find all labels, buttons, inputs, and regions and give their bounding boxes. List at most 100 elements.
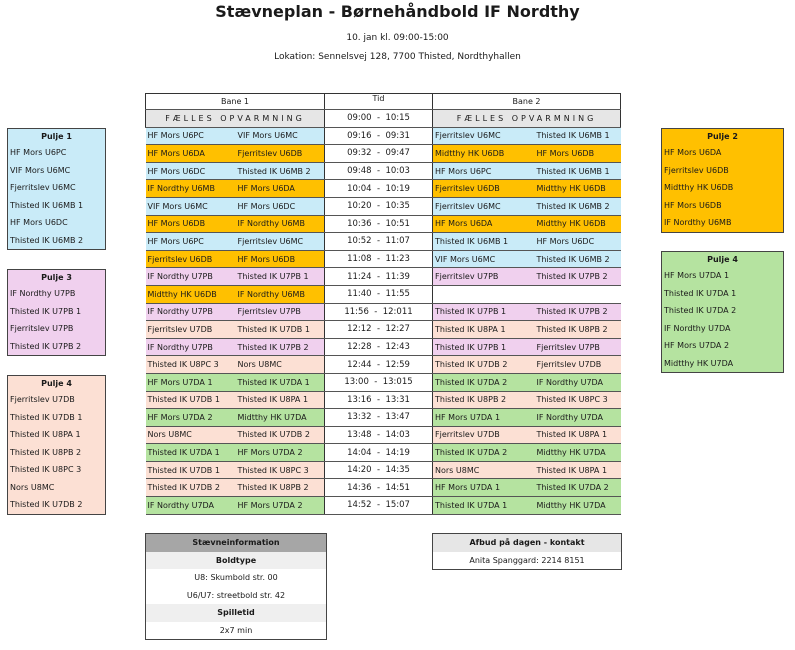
match-time: 14:36 - 14:51 xyxy=(324,478,433,498)
match-row: IF Nordthy U7DA HF Mors U7DA 2 14:52 - 15:… xyxy=(145,496,621,515)
match-row: IF Nordthy U7PB Thisted IK U7PB 1 11:24 - … xyxy=(145,267,621,286)
match-time: 13:32 - 13:47 xyxy=(324,408,433,427)
pool-team: Fjerritslev U6MC xyxy=(10,183,76,192)
pool-title: Pulje 1 xyxy=(41,132,72,141)
end-time: 10:03 xyxy=(385,166,410,177)
bane1-home-team: VIF Mors U6MC xyxy=(145,197,236,216)
match-row: HF Mors U7DA 2 Midtthy HK U7DA 13:32 - 13:… xyxy=(145,408,621,427)
match-time: 11:40 - 11:55 xyxy=(324,285,433,304)
pool-team: Thisted IK U7DA 1 xyxy=(664,288,737,298)
pool-title: Pulje 3 xyxy=(41,273,72,282)
end-time: 11:39 xyxy=(385,271,410,282)
pool-3: Pulje 3 IF Nordthy U7PB Thisted IK U7PB 1 F… xyxy=(7,269,106,356)
bane1-home-team: HF Mors U6PC xyxy=(145,232,236,251)
bane2-home-team: Fjerritslev U7PB xyxy=(432,267,535,286)
bane1-away-team: HF Mors U6DC xyxy=(235,197,325,216)
bane1-home-team: Thisted IK U8PC 3 xyxy=(145,355,236,374)
pool-title: Pulje 2 xyxy=(707,132,738,141)
bane2-home-team: Thisted IK U8PB 2 xyxy=(432,391,535,410)
bane1-away-team: Midtthy HK U7DA xyxy=(235,408,325,427)
match-row: Thisted IK U8PC 3 Nors U8MC 12:44 - 12:59 T… xyxy=(145,355,621,374)
match-time: 14:52 - 15:07 xyxy=(324,496,433,515)
pool-team: IF Nordthy U6MB xyxy=(664,218,732,227)
bane2-home-team: Fjerritslev U6DB xyxy=(432,179,535,198)
bane1-away-team: Fjerritslev U6MC xyxy=(235,232,325,251)
pool-team: IF Nordthy U7PB xyxy=(10,289,76,298)
bane2-away-team: Fjerritslev U7DB xyxy=(534,355,621,374)
match-time: 10:20 - 10:35 xyxy=(324,197,433,216)
match-time: 09:48 - 10:03 xyxy=(324,162,433,181)
bane1-away-team: IF Nordthy U6MB xyxy=(235,215,325,234)
bane2-away-team: Midtthy HK U6DB xyxy=(534,215,621,234)
match-time: 11:56 - 12:011 xyxy=(324,303,433,322)
match-time: 12:44 - 12:59 xyxy=(324,355,433,374)
start-time: 11:56 xyxy=(344,306,369,317)
match-time: 14:04 - 14:19 xyxy=(324,443,433,462)
bane1-away-team: Nors U8MC xyxy=(235,355,325,374)
match-time: 13:48 - 14:03 xyxy=(324,426,433,445)
bane1-away-team: Thisted IK U7DA 1 xyxy=(235,373,325,392)
schedule-table: Bane 1 Tid Bane 2 FÆLLES OPVARMNING 09:0… xyxy=(145,93,621,515)
bane1-away-team: Thisted IK U7DB 2 xyxy=(235,426,325,445)
bane2-home-team: Thisted IK U8PA 1 xyxy=(432,320,535,339)
start-time: 09:48 xyxy=(347,166,372,177)
start-time: 14:36 xyxy=(347,482,372,493)
bane1-away-team: Thisted IK U7PB 2 xyxy=(235,338,325,357)
end-time: 12:011 xyxy=(382,306,413,317)
bane2-home-team: Thisted IK U7PB 1 xyxy=(432,338,535,357)
match-row: Thisted IK U7DB 2 Thisted IK U8PB 2 14:36 … xyxy=(145,478,621,498)
match-row: Thisted IK U7DA 1 HF Mors U7DA 2 14:04 - 1… xyxy=(145,443,621,462)
match-row: IF Nordthy U6MB HF Mors U6DA 10:04 - 10:19… xyxy=(145,179,621,198)
playtime-heading: Spilletid xyxy=(146,604,326,622)
start-time: 09:16 xyxy=(347,130,372,141)
bane1-home-team: Fjerritslev U6DB xyxy=(145,250,236,269)
bane1-away-team: HF Mors U6DA xyxy=(235,179,325,198)
bane2-home-team: Thisted IK U7DA 2 xyxy=(432,443,535,462)
bane1-home-team: Thisted IK U7DB 2 xyxy=(145,478,236,498)
match-time: 09:16 - 09:31 xyxy=(324,127,433,146)
end-time: 14:51 xyxy=(385,482,410,493)
start-time: 12:44 xyxy=(347,359,372,370)
match-row: IF Nordthy U7PB Thisted IK U7PB 2 12:28 - … xyxy=(145,338,621,357)
start-time: 12:12 xyxy=(347,324,372,335)
start-time: 13:48 xyxy=(347,429,372,440)
bane2-home-team: HF Mors U6PC xyxy=(432,162,535,181)
bane1-home-team: HF Mors U6PC xyxy=(145,127,236,146)
pool-team: Thisted IK U6MB 2 xyxy=(10,235,84,245)
bane2-away-team: Thisted IK U6MB 1 xyxy=(534,162,621,181)
bane2-away-team: Thisted IK U7PB 2 xyxy=(534,267,621,286)
pool-team: Thisted IK U7DB 2 xyxy=(10,500,83,509)
pool-1: Pulje 1 HF Mors U6PC VIF Mors U6MC Fjerrits… xyxy=(7,128,106,250)
bane1-away-team: HF Mors U7DA 2 xyxy=(235,443,325,462)
bane1-away-team: Fjerritslev U7PB xyxy=(235,303,325,322)
bane2-home-team: Thisted IK U7PB 1 xyxy=(432,303,535,322)
bane2-home-team: Thisted IK U7DA 2 xyxy=(432,373,535,392)
event-date: 10. jan kl. 09:00-15:00 xyxy=(346,33,449,43)
pool-team: Nors U8MC xyxy=(10,482,55,492)
match-row: Thisted IK U7DB 1 Thisted IK U8PA 1 13:16 … xyxy=(145,391,621,410)
bane1-away-team: VIF Mors U6MC xyxy=(235,127,325,146)
bane2-away-team: Midtthy HK U7DA xyxy=(534,443,621,462)
end-time: 10:51 xyxy=(385,218,410,229)
start-time: 10:52 xyxy=(347,236,372,247)
pool-team: Thisted IK U7PB 2 xyxy=(10,341,82,351)
pool-team: HF Mors U7DA 2 xyxy=(664,341,730,350)
bane2-home-team: Fjerritslev U7DB xyxy=(432,426,535,445)
pool-team: Thisted IK U8PC 3 xyxy=(10,465,82,474)
match-time: 10:52 - 11:07 xyxy=(324,232,433,251)
pool-team: Thisted IK U7DA 2 xyxy=(664,306,737,315)
bane2-home-team: VIF Mors U6MC xyxy=(432,250,535,269)
end-time: 09:47 xyxy=(385,148,410,159)
bane1-home-team: IF Nordthy U6MB xyxy=(145,179,236,198)
bane1-away-team: HF Mors U7DA 2 xyxy=(235,496,325,515)
match-row: HF Mors U6DA Fjerritslev U6DB 09:32 - 09:4… xyxy=(145,144,621,163)
end-time: 15:07 xyxy=(385,500,410,511)
match-time: 12:28 - 12:43 xyxy=(324,338,433,357)
match-row: Fjerritslev U6DB HF Mors U6DB 11:08 - 11:2… xyxy=(145,250,621,269)
bane2-away-team: Thisted IK U6MB 2 xyxy=(534,197,621,216)
match-row: HF Mors U7DA 1 Thisted IK U7DA 1 13:00 - 1… xyxy=(145,373,621,392)
pool-title: Pulje 4 xyxy=(41,379,72,388)
match-row: Midtthy HK U6DB IF Nordthy U6MB 11:40 - 11… xyxy=(145,285,621,304)
pool-team: HF Mors U7DA 1 xyxy=(664,271,730,280)
bane2-away-team: Fjerritslev U7PB xyxy=(534,338,621,357)
